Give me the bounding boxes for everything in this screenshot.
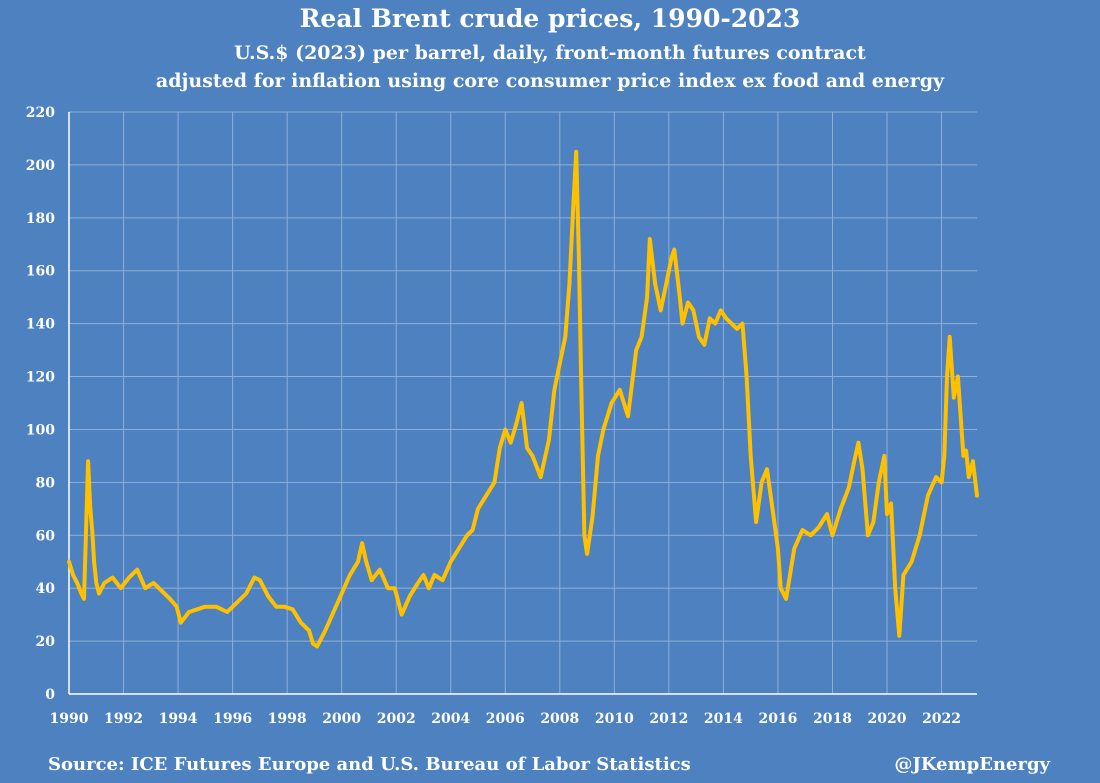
y-tick-label-10: 200 bbox=[26, 158, 55, 174]
x-tick-label-7: 2004 bbox=[431, 711, 470, 727]
x-tick-label-1: 1992 bbox=[104, 711, 143, 727]
y-tick-label-9: 180 bbox=[26, 211, 55, 227]
x-tick-label-4: 1998 bbox=[268, 711, 307, 727]
x-tick-label-9: 2008 bbox=[540, 711, 579, 727]
y-tick-label-5: 100 bbox=[26, 422, 55, 438]
x-tick-label-0: 1990 bbox=[50, 711, 89, 727]
x-tick-label-16: 2022 bbox=[922, 711, 961, 727]
chart-title: Real Brent crude prices, 1990-2023 bbox=[299, 4, 801, 33]
x-tick-label-5: 2000 bbox=[322, 711, 361, 727]
series-line-0 bbox=[67, 149, 979, 649]
author-handle: @JKempEnergy bbox=[894, 754, 1050, 775]
x-tick-label-2: 1994 bbox=[159, 711, 198, 727]
x-tick-label-13: 2016 bbox=[758, 711, 797, 727]
y-tick-label-11: 220 bbox=[26, 105, 55, 121]
y-tick-label-3: 60 bbox=[36, 528, 56, 544]
y-tick-label-2: 40 bbox=[36, 581, 56, 597]
x-tick-label-11: 2012 bbox=[649, 711, 688, 727]
x-tick-label-15: 2020 bbox=[868, 711, 907, 727]
y-tick-label-6: 120 bbox=[26, 370, 55, 386]
x-tick-label-12: 2014 bbox=[704, 711, 743, 727]
chart-subtitle-line-2: adjusted for inflation using core consum… bbox=[155, 70, 945, 92]
chart-subtitle-line-1: U.S.$ (2023) per barrel, daily, front-mo… bbox=[234, 42, 866, 64]
x-tick-label-6: 2002 bbox=[377, 711, 416, 727]
x-tick-label-14: 2018 bbox=[813, 711, 852, 727]
y-tick-label-8: 160 bbox=[26, 264, 55, 280]
y-tick-label-0: 0 bbox=[45, 687, 55, 703]
y-tick-label-1: 20 bbox=[36, 634, 56, 650]
x-tick-label-10: 2010 bbox=[595, 711, 634, 727]
y-tick-label-4: 80 bbox=[36, 475, 56, 491]
x-tick-label-8: 2006 bbox=[486, 711, 525, 727]
x-tick-label-3: 1996 bbox=[213, 711, 252, 727]
y-tick-label-7: 140 bbox=[26, 317, 55, 333]
source-note: Source: ICE Futures Europe and U.S. Bure… bbox=[48, 754, 691, 775]
